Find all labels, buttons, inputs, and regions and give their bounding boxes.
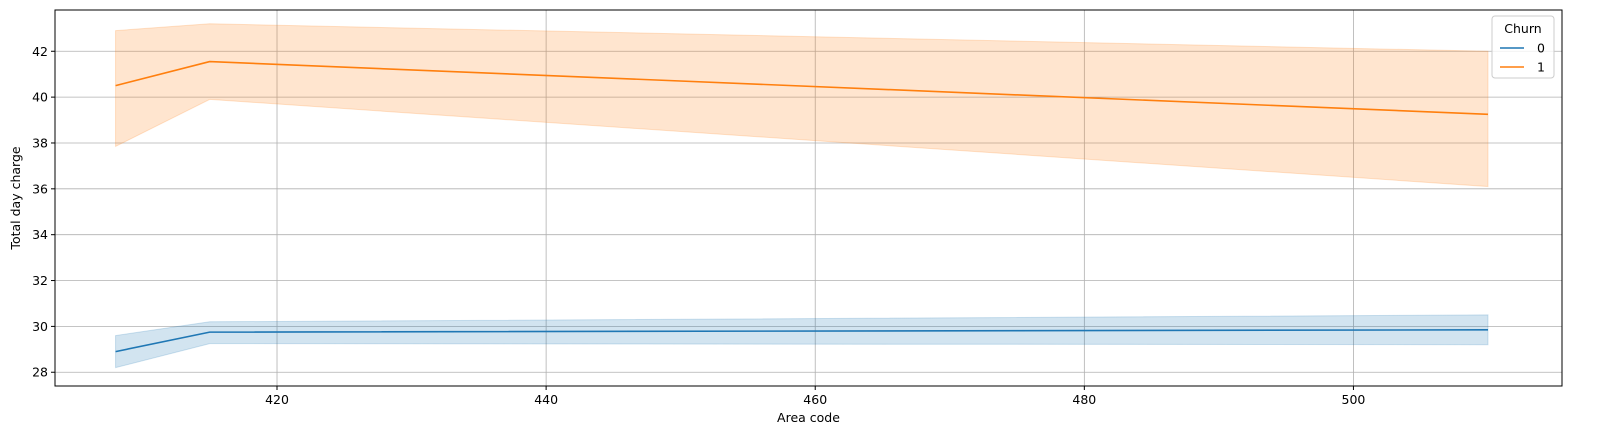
series-0-confidence-band bbox=[115, 314, 1489, 369]
legend-items: 01 bbox=[1500, 41, 1545, 75]
y-tick-label: 28 bbox=[32, 365, 48, 380]
x-axis-label: Area code bbox=[777, 410, 840, 425]
legend-label-1: 1 bbox=[1537, 60, 1545, 75]
series-0-line bbox=[115, 329, 1488, 353]
confidence-bands bbox=[115, 23, 1489, 369]
y-tick-label: 40 bbox=[32, 90, 48, 105]
y-tick-label: 32 bbox=[32, 273, 48, 288]
y-tick-label: 42 bbox=[32, 44, 48, 59]
y-axis-label: Total day charge bbox=[8, 146, 23, 250]
legend-box bbox=[1491, 15, 1555, 79]
legend-title: Churn bbox=[1504, 21, 1541, 36]
axis-ticks: 420 440 460 480 500 28 30 32 34 36 38 40 42 bbox=[32, 44, 1365, 407]
y-tick-label: 36 bbox=[32, 181, 48, 196]
legend: Churn 01 bbox=[1491, 15, 1555, 79]
x-tick-label: 500 bbox=[1342, 392, 1366, 407]
series-1-confidence-band bbox=[115, 23, 1489, 188]
y-tick-label: 34 bbox=[32, 227, 48, 242]
series-1-line bbox=[115, 60, 1489, 116]
x-tick-label: 460 bbox=[803, 392, 827, 407]
series-lines bbox=[115, 60, 1489, 353]
x-tick-label: 480 bbox=[1072, 392, 1096, 407]
legend-label-0: 0 bbox=[1537, 41, 1545, 56]
grid bbox=[55, 10, 1562, 386]
x-tick-label: 440 bbox=[534, 392, 558, 407]
y-tick-label: 38 bbox=[32, 135, 48, 150]
x-tick-label: 420 bbox=[265, 392, 289, 407]
plot-frame bbox=[54, 9, 1563, 387]
y-tick-label: 30 bbox=[32, 319, 48, 334]
